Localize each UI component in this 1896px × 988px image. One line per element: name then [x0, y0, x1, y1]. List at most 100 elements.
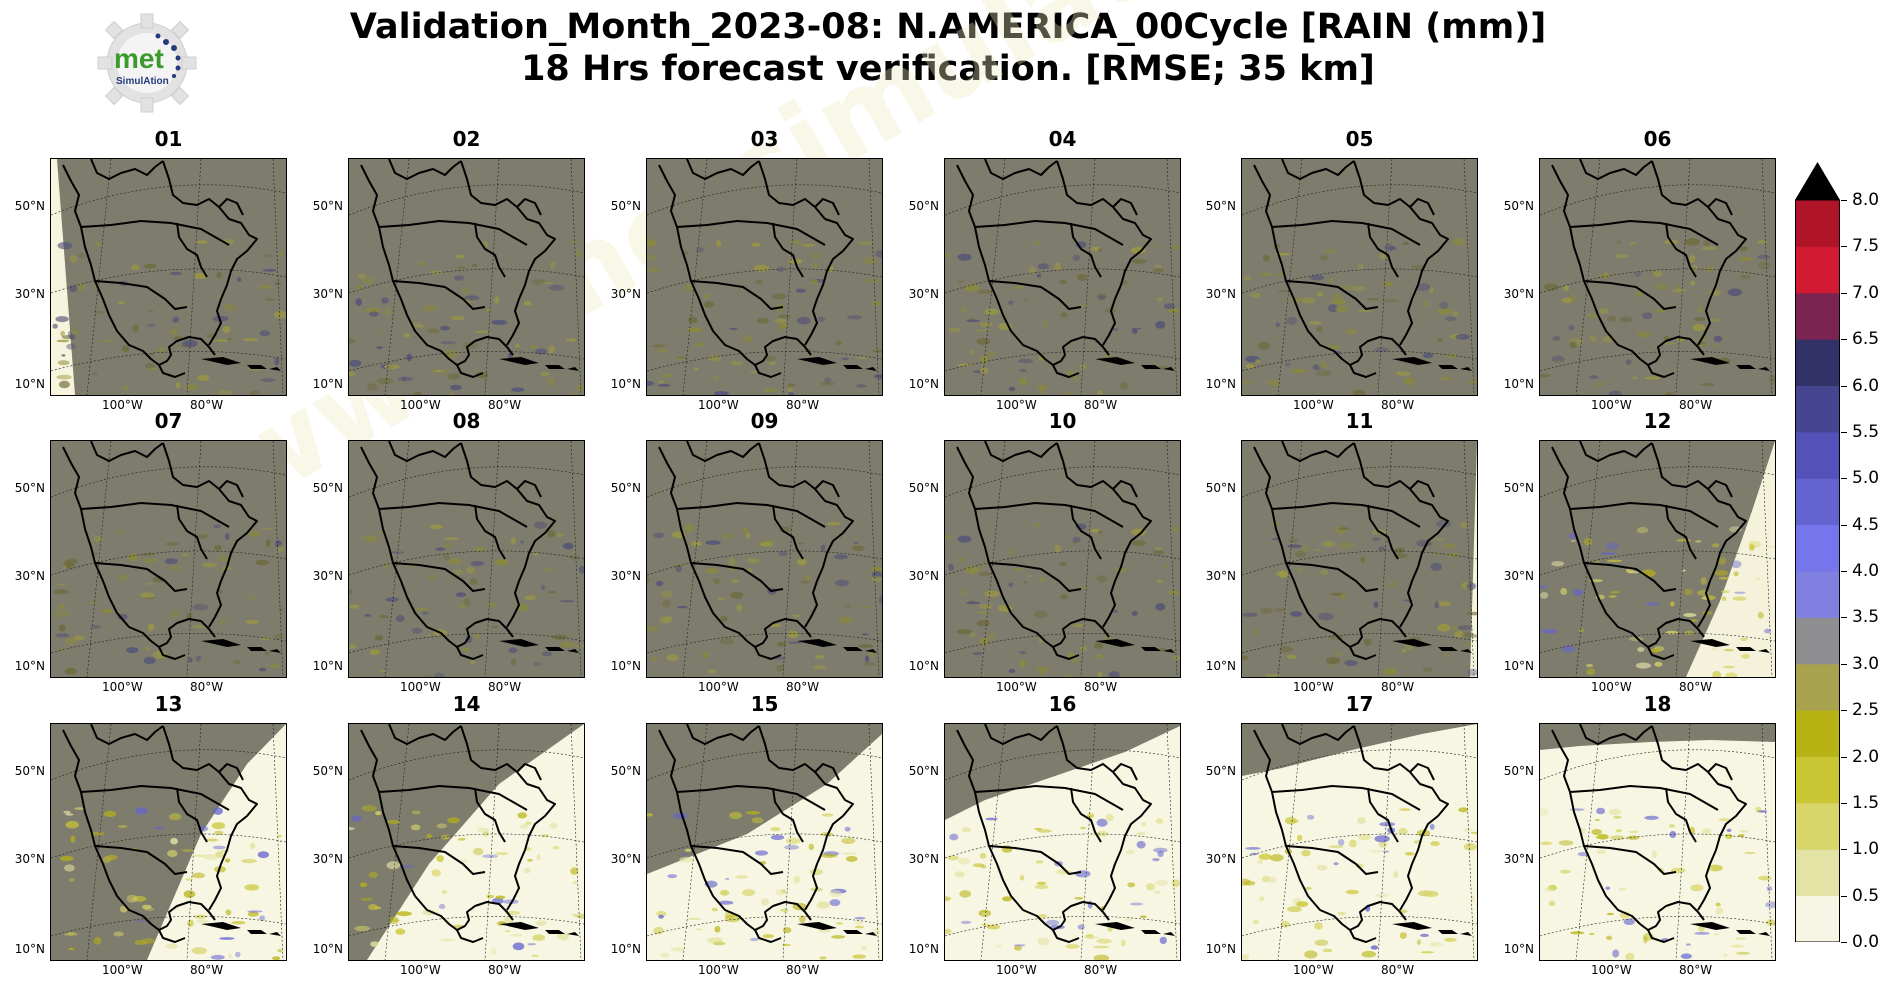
map-area [348, 158, 585, 396]
colorbar-tick-mark [1841, 895, 1847, 897]
colorbar-bin [1795, 571, 1840, 618]
map-canvas [647, 724, 882, 960]
lon-label: 80°W [190, 398, 224, 412]
colorbar-tick-mark [1841, 571, 1847, 572]
map-canvas [51, 159, 286, 395]
map-area [348, 723, 585, 961]
colorbar-bin [1795, 339, 1840, 387]
lat-label: 30°N [14, 852, 45, 866]
colorbar-tick-mark [1841, 246, 1847, 248]
lat-label: 30°N [610, 569, 641, 583]
svg-text:SimulAtion: SimulAtion [116, 76, 169, 87]
map-panel-15: 15 50°N 30°N 10°N 100°W 80°W [611, 692, 883, 977]
colorbar-tick-mark [1841, 339, 1847, 341]
lat-label: 10°N [312, 377, 343, 391]
lon-label: 80°W [1679, 398, 1713, 412]
panel-title: 03 [750, 127, 779, 151]
map-panel-08: 08 50°N 30°N 10°N 100°W 80°W [313, 409, 585, 694]
lat-label: 50°N [1205, 481, 1236, 495]
map-panel-13: 13 50°N 30°N 10°N 100°W 80°W [15, 692, 287, 977]
lat-label: 50°N [312, 481, 343, 495]
map-canvas [945, 441, 1180, 677]
colorbar-tick-label: 6.5 [1852, 329, 1880, 350]
colorbar-tick-mark [1841, 200, 1847, 201]
map-area [50, 440, 287, 678]
panel-title: 02 [452, 127, 481, 151]
colorbar-tick-label: 5.0 [1852, 468, 1880, 489]
lon-label: 80°W [1084, 963, 1118, 977]
colorbar-tick-label: 3.5 [1852, 607, 1880, 628]
lat-label: 10°N [1205, 377, 1236, 391]
lat-label: 50°N [610, 764, 641, 778]
map-panel-07: 07 50°N 30°N 10°N 100°W 80°W [15, 409, 287, 694]
map-panel-04: 04 50°N 30°N 10°N 100°W 80°W [909, 127, 1181, 412]
lon-label: 80°W [1381, 963, 1415, 977]
svg-text:met: met [114, 43, 164, 74]
colorbar-canvas [1795, 162, 1840, 943]
map-panel-06: 06 50°N 30°N 10°N 100°W 80°W [1504, 127, 1776, 412]
map-area [50, 158, 287, 396]
panel-title: 05 [1345, 127, 1374, 151]
lon-label: 100°W [400, 398, 441, 412]
colorbar-tick-mark [1841, 802, 1847, 804]
lat-label: 50°N [1205, 764, 1236, 778]
map-canvas [1540, 724, 1775, 960]
map-canvas [1540, 441, 1775, 677]
panel-title: 10 [1048, 409, 1077, 433]
lat-label: 30°N [1503, 569, 1534, 583]
lat-label: 30°N [908, 852, 939, 866]
panel-title: 01 [154, 127, 183, 151]
panel-title: 13 [154, 692, 183, 716]
colorbar-tick-label: 7.0 [1852, 282, 1880, 303]
lon-label: 80°W [488, 680, 522, 694]
panel-title: 12 [1643, 409, 1672, 433]
lon-label: 100°W [1293, 680, 1334, 694]
map-panel-01: 01 50°N 30°N 10°N 100°W 80°W [15, 127, 287, 412]
colorbar-bin [1795, 802, 1840, 850]
lon-label: 80°W [1084, 680, 1118, 694]
colorbar-bin [1795, 478, 1840, 526]
colorbar-tick-mark [1841, 756, 1847, 758]
lat-label: 30°N [14, 569, 45, 583]
colorbar-bin [1795, 292, 1840, 340]
lat-label: 30°N [610, 852, 641, 866]
lat-label: 30°N [1503, 287, 1534, 301]
lon-label: 100°W [698, 963, 739, 977]
map-panel-14: 14 50°N 30°N 10°N 100°W 80°W [313, 692, 585, 977]
lat-label: 50°N [908, 764, 939, 778]
panel-title: 08 [452, 409, 481, 433]
map-area [50, 723, 287, 961]
lon-label: 100°W [996, 963, 1037, 977]
map-canvas [945, 159, 1180, 395]
colorbar-bin [1795, 849, 1840, 897]
lon-label: 100°W [996, 398, 1037, 412]
colorbar-tick-label: 1.0 [1852, 839, 1880, 860]
map-canvas [647, 159, 882, 395]
colorbar-tick-mark [1841, 478, 1847, 480]
map-panel-05: 05 50°N 30°N 10°N 100°W 80°W [1206, 127, 1478, 412]
colorbar-tick-mark [1841, 617, 1847, 619]
colorbar-bin [1795, 617, 1840, 665]
colorbar-bin [1795, 663, 1840, 711]
lat-label: 50°N [312, 764, 343, 778]
map-panel-11: 11 50°N 30°N 10°N 100°W 80°W [1206, 409, 1478, 694]
colorbar-tick-label: 2.5 [1852, 700, 1880, 721]
lat-label: 30°N [1205, 287, 1236, 301]
colorbar-tick-label: 6.0 [1852, 375, 1880, 396]
map-area [348, 440, 585, 678]
map-area [1539, 158, 1776, 396]
lat-label: 30°N [312, 852, 343, 866]
map-area [1539, 723, 1776, 961]
colorbar-bin [1795, 431, 1840, 479]
colorbar-tick-mark [1841, 524, 1847, 526]
map-area [944, 440, 1181, 678]
colorbar-tick-mark [1841, 710, 1847, 712]
map-area [1241, 440, 1478, 678]
colorbar-bin [1795, 710, 1840, 758]
map-canvas [1242, 441, 1477, 677]
map-canvas [945, 724, 1180, 960]
lat-label: 30°N [312, 287, 343, 301]
lat-label: 50°N [14, 481, 45, 495]
lat-label: 30°N [14, 287, 45, 301]
colorbar-bin [1795, 385, 1840, 433]
